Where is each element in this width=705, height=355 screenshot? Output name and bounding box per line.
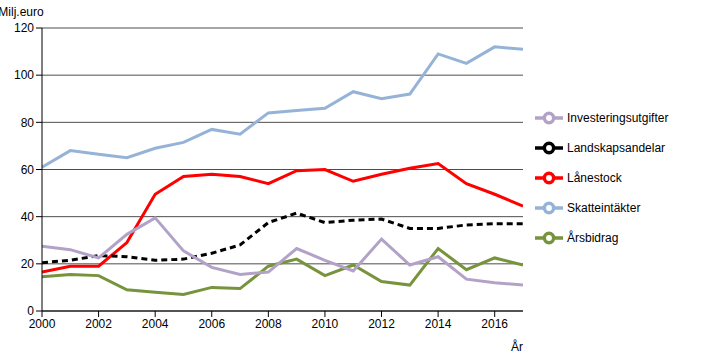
svg-text:År: År bbox=[511, 339, 523, 354]
html-text:Investeringsutgifter: Investeringsutgifter bbox=[567, 110, 669, 125]
svg-text:Milj.euro: Milj.euro bbox=[8, 5, 44, 19]
svg-text:60: 60 bbox=[21, 163, 35, 177]
svg-text:100: 100 bbox=[14, 68, 34, 82]
svg-text:120: 120 bbox=[14, 21, 34, 35]
html-text:Lånestock: Lånestock bbox=[567, 170, 622, 185]
svg-text:2010: 2010 bbox=[312, 317, 339, 331]
svg-text:40: 40 bbox=[21, 210, 35, 224]
svg-text:20: 20 bbox=[21, 257, 35, 271]
html-text:Årsbidrag: Årsbidrag bbox=[567, 230, 619, 245]
svg-text:2014: 2014 bbox=[425, 317, 452, 331]
html-text:Landskapsandelar: Landskapsandelar bbox=[567, 140, 666, 155]
svg-text:2000: 2000 bbox=[29, 317, 56, 331]
svg-text:2012: 2012 bbox=[368, 317, 395, 331]
svg-text:2002: 2002 bbox=[85, 317, 112, 331]
html-text:Skatteintäkter: Skatteintäkter bbox=[567, 200, 641, 215]
svg-text:2016: 2016 bbox=[481, 317, 508, 331]
svg-text:2006: 2006 bbox=[198, 317, 225, 331]
svg-text:80: 80 bbox=[21, 116, 35, 130]
svg-text:2004: 2004 bbox=[142, 317, 169, 331]
svg-text:0: 0 bbox=[27, 304, 34, 318]
svg-text:2008: 2008 bbox=[255, 317, 282, 331]
